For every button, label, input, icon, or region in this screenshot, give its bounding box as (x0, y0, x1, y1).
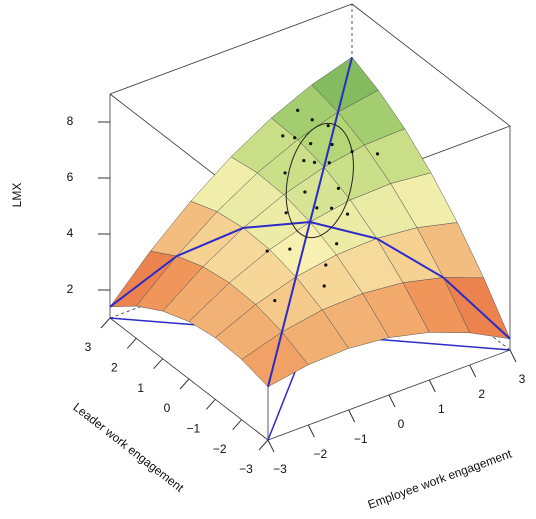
box-edge (109, 3, 353, 95)
box-edge (351, 3, 511, 127)
y-tick (179, 378, 190, 390)
data-point (324, 263, 328, 267)
x-tick (307, 424, 315, 438)
data-point (345, 212, 350, 216)
data-point (329, 206, 334, 210)
x-axis-title: Employee work engagement (366, 446, 514, 511)
data-point (310, 118, 314, 122)
z-axis-title: LMX (10, 183, 24, 208)
x-tick-label: 1 (438, 402, 445, 416)
data-point (309, 142, 313, 146)
y-tick (205, 398, 216, 410)
y-tick-label: 0 (164, 401, 171, 415)
x-tick (267, 439, 275, 453)
z-tick-label: 6 (67, 170, 74, 184)
data-point (281, 134, 285, 138)
y-tick-label: −3 (239, 462, 253, 476)
x-tick-label: −2 (313, 447, 327, 461)
x-tick (348, 409, 356, 423)
z-tick-label: 2 (67, 282, 74, 296)
z-tick-label: 8 (67, 114, 74, 128)
x-tick (388, 394, 396, 408)
data-point (283, 171, 287, 175)
data-point (330, 142, 334, 147)
data-point (315, 206, 319, 210)
x-tick-label: 3 (519, 372, 526, 386)
y-tick-label: 3 (85, 340, 92, 354)
data-point (284, 211, 288, 215)
data-point (273, 298, 277, 303)
x-tick-label: −1 (354, 432, 368, 446)
x-tick (469, 364, 477, 378)
x-tick-label: 2 (478, 387, 485, 401)
y-tick-label: 2 (111, 361, 118, 375)
x-tick-label: 0 (398, 417, 405, 431)
incongruence-line (109, 220, 511, 340)
x-tick (509, 349, 517, 363)
data-point (327, 161, 331, 165)
data-point (350, 150, 354, 154)
x-tick-label: −3 (273, 462, 287, 476)
y-tick (100, 317, 111, 329)
data-point (302, 158, 306, 163)
data-point (375, 152, 380, 156)
data-point (335, 242, 339, 246)
data-point (322, 284, 326, 288)
data-point (288, 247, 292, 251)
y-tick (232, 419, 243, 431)
x-tick (428, 379, 436, 393)
y-tick (153, 358, 164, 370)
data-point (265, 249, 269, 253)
y-tick (258, 439, 269, 451)
y-tick-label: 1 (137, 381, 144, 395)
data-point (303, 190, 307, 194)
data-point (296, 108, 300, 112)
z-tick-label: 4 (67, 226, 74, 240)
y-tick-label: −2 (213, 442, 227, 456)
data-point (312, 160, 317, 164)
data-point (336, 186, 340, 190)
data-point (326, 124, 330, 128)
data-point (293, 136, 297, 140)
ellipse (285, 122, 354, 239)
y-tick-label: −1 (186, 422, 200, 436)
y-tick (126, 337, 137, 349)
